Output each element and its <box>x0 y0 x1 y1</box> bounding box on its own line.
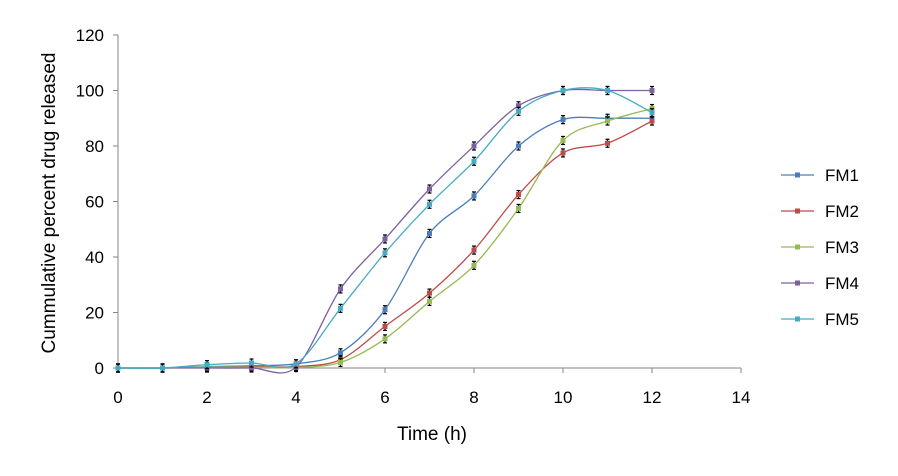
data-point <box>293 361 299 367</box>
data-point <box>516 143 521 149</box>
x-tick-label: 6 <box>380 388 389 407</box>
data-point <box>249 365 254 371</box>
data-point <box>427 201 432 207</box>
data-point <box>115 365 121 371</box>
data-point <box>471 247 477 253</box>
data-point <box>560 150 566 156</box>
data-point <box>560 137 566 143</box>
series-layer <box>115 85 655 374</box>
x-tick-label: 0 <box>113 388 122 407</box>
legend-item-fm2: FM2 <box>781 202 859 221</box>
x-tick-label: 4 <box>291 388 300 407</box>
x-tick-label: 12 <box>643 388 662 407</box>
legend-label: FM2 <box>825 202 859 221</box>
data-point <box>160 365 165 371</box>
data-point <box>516 103 521 109</box>
y-tick-label: 120 <box>76 26 104 45</box>
legend-marker <box>795 244 800 250</box>
legend-label: FM4 <box>825 274 859 293</box>
y-axis-ticks: 0 20 40 60 80 100 120 <box>76 26 118 378</box>
data-point <box>249 360 254 366</box>
legend-label: FM3 <box>825 238 859 257</box>
data-point <box>338 350 343 356</box>
data-point <box>605 118 610 124</box>
data-point <box>560 88 566 93</box>
x-axis-ticks: 0 2 4 6 8 10 12 14 <box>113 368 750 407</box>
data-point <box>516 205 521 211</box>
data-point <box>382 307 388 313</box>
y-tick-label: 0 <box>95 359 104 378</box>
data-point <box>516 108 521 114</box>
data-point <box>649 118 655 124</box>
legend-item-fm4: FM4 <box>781 274 859 293</box>
x-tick-label: 14 <box>732 388 751 407</box>
legend-item-fm1: FM1 <box>781 166 859 185</box>
y-tick-label: 40 <box>85 248 104 267</box>
legend-marker <box>795 208 800 214</box>
legend-label: FM5 <box>825 310 859 329</box>
y-tick-label: 100 <box>76 82 104 101</box>
y-tick-label: 80 <box>85 137 104 156</box>
legend-item-fm5: FM5 <box>781 310 859 329</box>
data-point <box>516 192 521 198</box>
legend-marker <box>795 280 800 286</box>
y-tick-label: 20 <box>85 304 104 323</box>
data-point <box>427 298 432 304</box>
data-point <box>338 359 343 365</box>
x-tick-label: 8 <box>469 388 478 407</box>
data-point <box>471 143 477 149</box>
data-point <box>427 290 432 296</box>
data-point <box>427 230 432 236</box>
data-point <box>338 305 343 311</box>
legend-label: FM1 <box>825 166 859 185</box>
data-point <box>427 186 432 192</box>
data-point <box>605 88 610 93</box>
legend-marker <box>795 316 800 322</box>
data-point <box>560 117 566 123</box>
series-line <box>117 120 653 369</box>
x-axis-title: Time (h) <box>397 424 467 445</box>
legend-marker <box>795 172 800 178</box>
data-point <box>382 236 388 242</box>
data-point <box>338 286 343 292</box>
data-point <box>382 250 388 256</box>
data-point <box>471 158 477 164</box>
data-point <box>649 88 655 93</box>
y-axis-title: Cummulative percent drug released <box>39 53 60 354</box>
series-fm2 <box>115 116 655 373</box>
y-tick-label: 60 <box>85 193 104 212</box>
x-tick-label: 2 <box>202 388 211 407</box>
data-point <box>649 110 655 116</box>
x-tick-label: 10 <box>554 388 573 407</box>
data-point <box>471 262 477 268</box>
series-fm5 <box>115 85 655 373</box>
data-point <box>204 362 210 368</box>
data-point <box>471 193 477 199</box>
legend-item-fm3: FM3 <box>781 238 859 257</box>
data-point <box>382 336 388 342</box>
data-point <box>382 323 388 329</box>
legend: FM1 FM2 FM3 FM4 FM5 <box>781 166 859 329</box>
data-point <box>605 140 610 146</box>
